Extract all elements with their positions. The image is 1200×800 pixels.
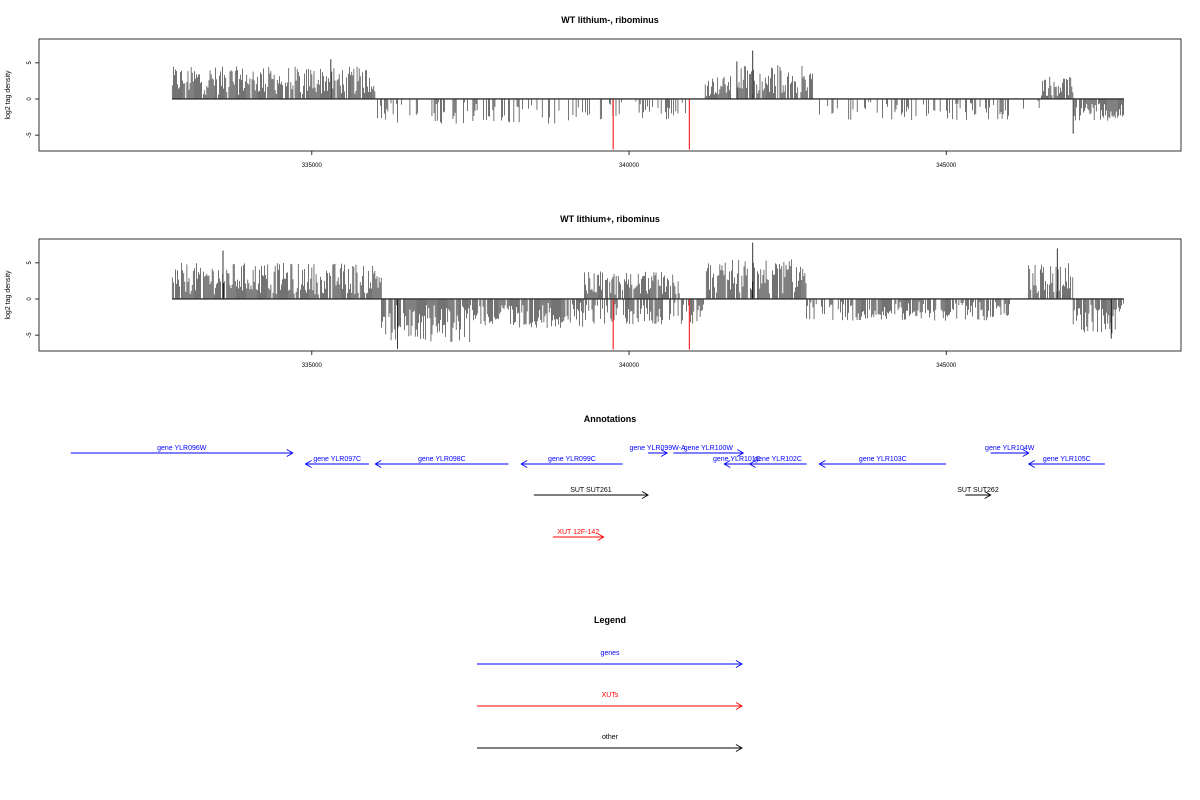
feature-label: gene YLR099W-A xyxy=(629,445,685,452)
feature-gene-ylr105c: gene YLR105C xyxy=(1027,456,1105,468)
feature-gene-ylr103c: gene YLR103C xyxy=(818,456,947,468)
arrowhead-icon xyxy=(735,660,743,668)
coverage-panel-lithium-plus: WT lithium+, ribominus log2 tag density … xyxy=(5,214,1182,369)
feature-gene-ylr102c: gene YLR102C xyxy=(748,456,807,468)
legend-item-other: other xyxy=(477,734,743,752)
arrowhead-icon xyxy=(737,449,745,457)
legend-item-xuts: XUTs xyxy=(477,692,743,710)
y-tick-label: 0 xyxy=(27,297,33,301)
feature-gene-ylr096w: gene YLR096W xyxy=(70,445,294,457)
y-tick-label: 5 xyxy=(27,261,33,265)
legend-label: XUTs xyxy=(602,692,619,699)
chart-title: WT lithium-, ribominus xyxy=(561,15,659,25)
feature-gene-ylr104w: gene YLR104W xyxy=(985,445,1035,457)
arrowhead-icon xyxy=(286,449,294,457)
arrowhead-icon xyxy=(723,460,731,468)
arrowhead-icon xyxy=(735,702,743,710)
feature-gene-ylr101c: gene YLR101C xyxy=(713,456,761,468)
feature-label: gene YLR102C xyxy=(754,456,802,463)
legend-items: genes XUTs other xyxy=(477,650,743,752)
feature-gene-ylr098c: gene YLR098C xyxy=(374,456,509,468)
feature-gene-ylr100w: gene YLR100W xyxy=(673,445,745,457)
legend-item-genes: genes xyxy=(477,650,743,668)
feature-label: gene YLR105C xyxy=(1043,456,1091,463)
feature-gene-ylr099w-a: gene YLR099W-A xyxy=(629,445,686,457)
feature-label: gene YLR104W xyxy=(985,445,1035,452)
legend: Legend genes XUTs other xyxy=(477,615,743,752)
y-tick-label: 5 xyxy=(27,61,33,65)
arrowhead-icon xyxy=(374,460,382,468)
y-tick-label: -5 xyxy=(27,132,33,138)
coverage-bars xyxy=(171,50,1124,150)
annotations-title: Annotations xyxy=(584,414,637,424)
x-tick-label: 345000 xyxy=(936,163,957,169)
feature-sut-sut261: SUT SUT261 xyxy=(533,487,649,499)
feature-label: gene YLR096W xyxy=(157,445,207,452)
y-axis-label: log2 tag density xyxy=(5,270,12,320)
feature-label: gene YLR100W xyxy=(684,445,734,452)
arrowhead-icon xyxy=(597,533,605,541)
feature-label: gene YLR098C xyxy=(418,456,466,463)
feature-label: SUT SUT262 xyxy=(957,487,999,494)
x-tick-label: 340000 xyxy=(619,163,640,169)
legend-title: Legend xyxy=(594,615,626,625)
arrowhead-icon xyxy=(984,491,992,499)
feature-label: gene YLR103C xyxy=(859,456,907,463)
feature-label: gene YLR097C xyxy=(313,456,361,463)
feature-gene-ylr099c: gene YLR099C xyxy=(520,456,623,468)
arrowhead-icon xyxy=(304,460,312,468)
y-axis-label: log2 tag density xyxy=(5,70,12,120)
axes: 335000 340000 345000 5 0 -5 xyxy=(27,261,1124,369)
arrowhead-icon xyxy=(748,460,756,468)
arrowhead-icon xyxy=(520,460,528,468)
feature-arrows: gene YLR096W gene YLR097C gene YLR098C gene… xyxy=(70,445,1105,541)
feature-label: gene YLR099C xyxy=(548,456,596,463)
chart-title: WT lithium+, ribominus xyxy=(560,214,660,224)
arrowhead-icon xyxy=(818,460,826,468)
arrowhead-icon xyxy=(641,491,649,499)
plot-frame xyxy=(38,238,1182,352)
legend-label: genes xyxy=(600,650,620,657)
feature-sut-sut262: SUT SUT262 xyxy=(957,487,999,499)
arrowhead-icon xyxy=(1027,460,1035,468)
y-tick-label: 0 xyxy=(27,97,33,101)
feature-label: gene YLR101C xyxy=(713,456,761,463)
y-tick-label: -5 xyxy=(27,332,33,338)
coverage-bars xyxy=(171,242,1124,350)
axes: 335000 340000 345000 5 0 -5 xyxy=(27,61,1124,169)
feature-label: XUT 12F-142 xyxy=(557,529,599,536)
arrowhead-icon xyxy=(660,449,668,457)
x-tick-label: 345000 xyxy=(936,363,957,369)
legend-label: other xyxy=(602,734,619,741)
x-tick-label: 335000 xyxy=(302,363,323,369)
feature-xut-12f-142: XUT 12F-142 xyxy=(552,529,605,541)
arrowhead-icon xyxy=(735,744,743,752)
x-tick-label: 335000 xyxy=(302,163,323,169)
coverage-panel-lithium-minus: WT lithium-, ribominus log2 tag density … xyxy=(5,15,1182,169)
plot-frame xyxy=(38,38,1182,152)
feature-gene-ylr097c: gene YLR097C xyxy=(304,456,369,468)
x-tick-label: 340000 xyxy=(619,363,640,369)
feature-label: SUT SUT261 xyxy=(570,487,612,494)
arrowhead-icon xyxy=(1022,449,1030,457)
